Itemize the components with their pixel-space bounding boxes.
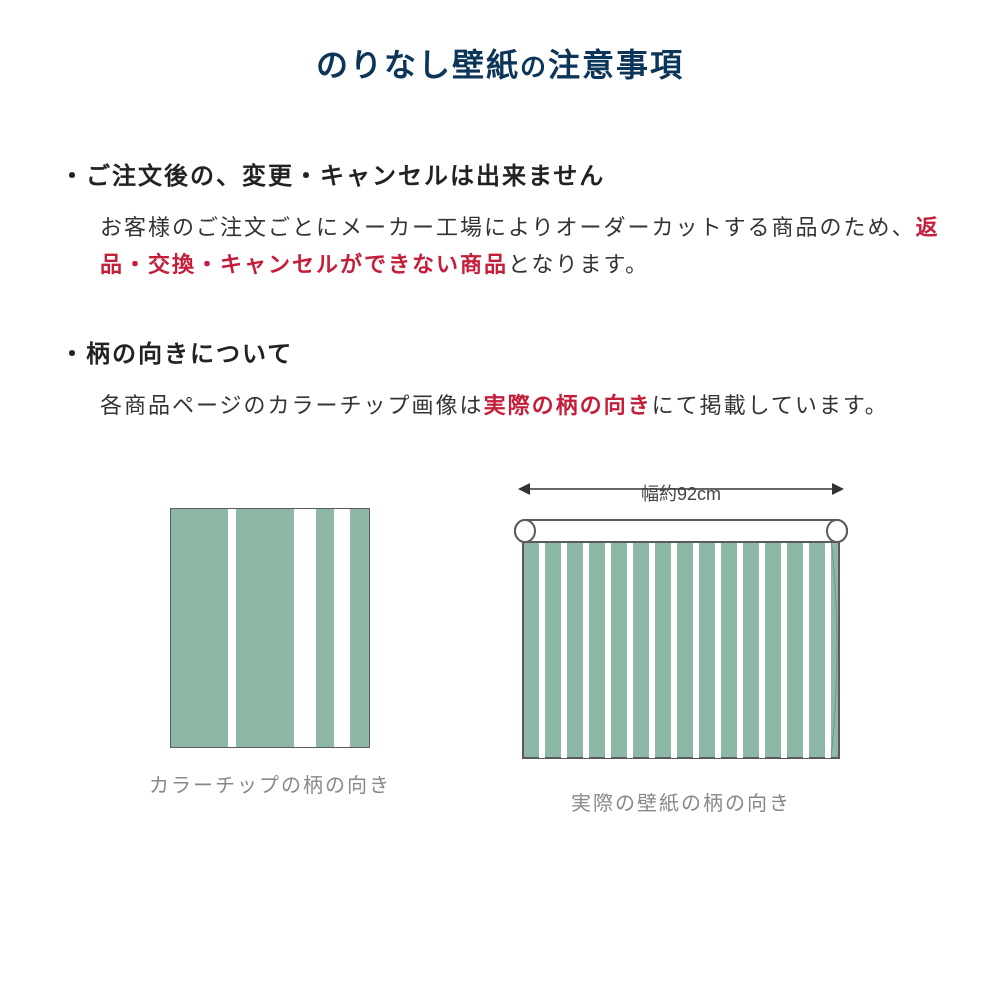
section2-heading: ・柄の向きについて <box>60 334 940 369</box>
section1-body-after: となります。 <box>508 252 649 277</box>
section2-body: 各商品ページのカラーチップ画像は実際の柄の向きにて掲載しています。 <box>100 387 940 424</box>
page-title: のりなし壁紙の注意事項 <box>60 40 940 86</box>
title-prefix: のりなし壁紙 <box>316 47 520 83</box>
wallpaper-caption: 実際の壁紙の柄の向き <box>511 787 851 816</box>
wallpaper-block: 幅約92cm <box>511 474 851 816</box>
colorchip-illustration <box>170 508 370 748</box>
title-suffix: 注意事項 <box>548 47 684 83</box>
section1-body-before: お客様のご注文ごとにメーカー工場によりオーダーカットする商品のため、 <box>100 215 916 240</box>
illustrations-row: カラーチップの柄の向き 幅約92cm <box>60 474 940 816</box>
wallpaper-illustration <box>511 516 851 766</box>
section2-body-after: にて掲載しています。 <box>652 393 889 418</box>
colorchip-caption: カラーチップの柄の向き <box>149 769 391 798</box>
section2-body-highlight: 実際の柄の向き <box>484 393 652 418</box>
colorchip-block: カラーチップの柄の向き <box>149 474 391 816</box>
section1-heading: ・ご注文後の、変更・キャンセルは出来ません <box>60 156 940 191</box>
section2-body-before: 各商品ページのカラーチップ画像は <box>100 393 484 418</box>
section1-body: お客様のご注文ごとにメーカー工場によりオーダーカットする商品のため、返品・交換・… <box>100 209 940 284</box>
title-connector: の <box>520 52 548 82</box>
spacer <box>149 474 391 508</box>
